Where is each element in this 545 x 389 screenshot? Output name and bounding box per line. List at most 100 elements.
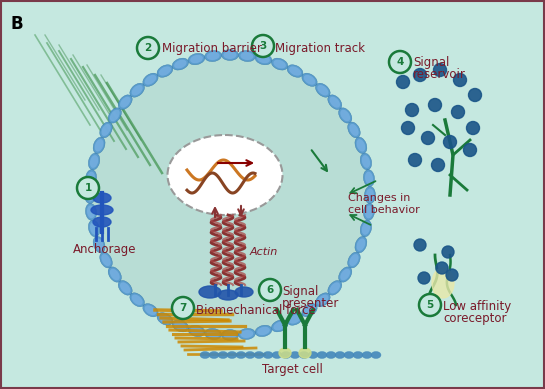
Ellipse shape — [364, 203, 374, 220]
Circle shape — [414, 68, 427, 82]
Text: coreceptor: coreceptor — [443, 312, 506, 325]
Text: presenter: presenter — [282, 297, 340, 310]
Ellipse shape — [287, 65, 303, 77]
Ellipse shape — [95, 139, 104, 152]
Ellipse shape — [272, 352, 282, 359]
Ellipse shape — [120, 282, 130, 293]
Circle shape — [442, 246, 454, 258]
Ellipse shape — [190, 55, 203, 63]
Text: 4: 4 — [396, 57, 404, 67]
Ellipse shape — [316, 83, 330, 97]
Ellipse shape — [254, 352, 264, 359]
Ellipse shape — [172, 320, 189, 332]
Circle shape — [137, 37, 159, 59]
Ellipse shape — [167, 135, 282, 215]
Ellipse shape — [157, 65, 173, 77]
Ellipse shape — [328, 95, 342, 109]
Ellipse shape — [365, 172, 373, 185]
Circle shape — [405, 103, 419, 116]
Ellipse shape — [90, 222, 98, 235]
Ellipse shape — [95, 238, 104, 251]
Circle shape — [389, 51, 411, 73]
Ellipse shape — [174, 322, 186, 330]
Ellipse shape — [130, 293, 144, 307]
Ellipse shape — [132, 85, 143, 95]
Ellipse shape — [302, 73, 317, 86]
Ellipse shape — [227, 352, 237, 359]
Text: 7: 7 — [179, 303, 187, 313]
Ellipse shape — [281, 352, 291, 359]
Ellipse shape — [159, 314, 171, 324]
Circle shape — [418, 272, 430, 284]
Ellipse shape — [330, 96, 340, 108]
Text: reservoir: reservoir — [413, 68, 466, 81]
Ellipse shape — [87, 205, 95, 218]
Ellipse shape — [338, 267, 352, 282]
Ellipse shape — [349, 254, 359, 266]
Ellipse shape — [144, 75, 156, 85]
Text: cell behavior: cell behavior — [348, 205, 420, 215]
Ellipse shape — [279, 348, 291, 358]
Ellipse shape — [349, 124, 359, 136]
Ellipse shape — [207, 52, 220, 60]
Circle shape — [402, 121, 415, 135]
Ellipse shape — [223, 331, 237, 339]
Circle shape — [99, 64, 361, 326]
Ellipse shape — [330, 282, 340, 293]
Ellipse shape — [356, 139, 365, 152]
Ellipse shape — [143, 303, 158, 317]
Ellipse shape — [118, 95, 132, 109]
Ellipse shape — [87, 172, 95, 185]
Ellipse shape — [130, 83, 144, 97]
Ellipse shape — [238, 51, 256, 61]
Circle shape — [467, 121, 480, 135]
Circle shape — [469, 89, 481, 102]
Ellipse shape — [86, 189, 94, 202]
Ellipse shape — [348, 122, 360, 138]
Circle shape — [252, 35, 274, 57]
Circle shape — [421, 131, 434, 144]
Ellipse shape — [108, 108, 122, 123]
Ellipse shape — [287, 313, 303, 325]
Ellipse shape — [118, 280, 132, 295]
Circle shape — [463, 144, 476, 156]
Ellipse shape — [302, 303, 317, 317]
Ellipse shape — [362, 155, 370, 168]
Ellipse shape — [271, 320, 288, 332]
Circle shape — [419, 294, 441, 316]
Circle shape — [446, 269, 458, 281]
Ellipse shape — [218, 290, 238, 300]
Ellipse shape — [235, 287, 253, 297]
Ellipse shape — [289, 67, 301, 76]
Ellipse shape — [238, 328, 256, 340]
Ellipse shape — [174, 60, 186, 68]
Text: Actin: Actin — [250, 247, 278, 257]
Text: 1: 1 — [84, 183, 92, 193]
Text: Signal: Signal — [282, 285, 318, 298]
Ellipse shape — [188, 53, 205, 65]
Ellipse shape — [432, 268, 454, 298]
Ellipse shape — [355, 237, 367, 253]
Ellipse shape — [143, 73, 158, 86]
Ellipse shape — [84, 186, 95, 203]
Circle shape — [90, 55, 370, 335]
Ellipse shape — [205, 51, 222, 61]
Ellipse shape — [88, 220, 100, 237]
Circle shape — [444, 135, 457, 149]
Ellipse shape — [100, 252, 112, 268]
Text: Migration barrier: Migration barrier — [162, 42, 262, 55]
Ellipse shape — [271, 58, 288, 70]
Ellipse shape — [257, 327, 270, 335]
Ellipse shape — [209, 352, 219, 359]
Ellipse shape — [221, 49, 239, 61]
Ellipse shape — [108, 267, 122, 282]
Circle shape — [432, 158, 445, 172]
Ellipse shape — [317, 294, 329, 305]
Ellipse shape — [371, 352, 381, 359]
Ellipse shape — [308, 352, 318, 359]
Circle shape — [77, 177, 99, 199]
Ellipse shape — [362, 222, 370, 235]
Ellipse shape — [221, 329, 239, 340]
Ellipse shape — [200, 352, 210, 359]
Ellipse shape — [365, 186, 376, 203]
